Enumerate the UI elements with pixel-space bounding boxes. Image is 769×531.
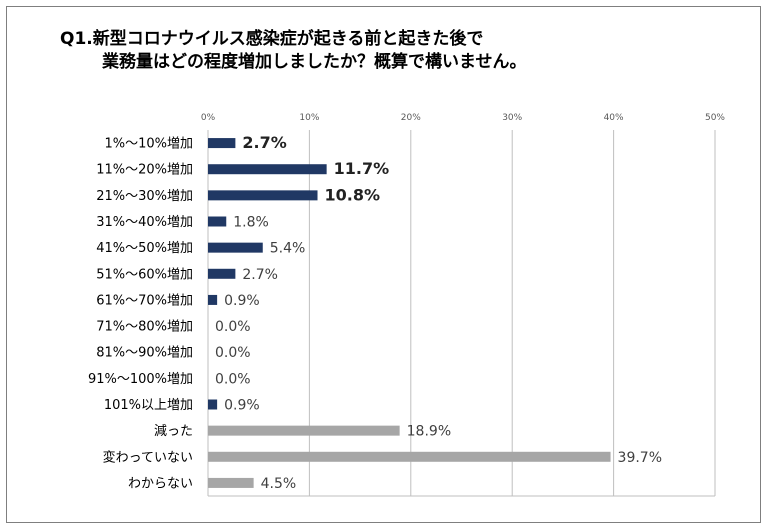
category-label: 減った (154, 423, 193, 439)
bar (208, 268, 236, 279)
data-label: 0.9% (224, 398, 260, 414)
bar (208, 138, 236, 149)
bar (208, 190, 318, 201)
category-label: 1%～10%増加 (104, 137, 193, 152)
category-label: 51%～60%増加 (96, 267, 193, 282)
bar (208, 164, 327, 175)
data-label: 39.7% (618, 450, 662, 466)
chart-title-line2: 業務量はどの程度増加しましたか？概算で構いません。 (102, 52, 527, 72)
bar (208, 216, 227, 227)
data-label: 11.7% (334, 159, 390, 178)
data-label: 4.5% (261, 476, 297, 492)
category-label: 91%～100%増加 (88, 372, 193, 387)
data-label: 2.7% (242, 267, 278, 283)
data-label: 10.8% (325, 185, 381, 204)
chart-frame (6, 6, 761, 523)
category-label: 21%～30%増加 (96, 189, 193, 204)
x-tick-label: 50% (705, 113, 725, 123)
bar (208, 425, 400, 436)
data-label: 5.4% (270, 241, 306, 257)
data-label: 18.9% (407, 424, 451, 440)
category-label: 101%以上増加 (104, 398, 193, 413)
category-label: 31%～40%増加 (96, 215, 193, 230)
category-label: 変わっていない (103, 449, 193, 465)
category-label: 11%～20%増加 (96, 163, 193, 178)
category-label: 61%～70%増加 (96, 293, 193, 308)
category-label: 41%～50%増加 (96, 241, 193, 256)
data-label: 0.9% (224, 293, 260, 309)
data-label: 0.0% (215, 319, 251, 335)
category-label: 71%～80%増加 (96, 320, 193, 335)
data-label: 2.7% (242, 133, 286, 152)
x-tick-label: 20% (401, 113, 421, 123)
x-tick-label: 10% (299, 113, 319, 123)
category-label: わからない (128, 476, 193, 491)
chart-title-line1: Q1.新型コロナウイルス感染症が起きる前と起きた後で (60, 29, 484, 49)
category-label: 81%～90%増加 (96, 346, 193, 361)
x-tick-label: 40% (604, 113, 624, 123)
data-label: 0.0% (215, 345, 251, 361)
bar (208, 242, 263, 253)
x-tick-label: 0% (201, 113, 216, 123)
x-tick-label: 30% (502, 113, 522, 123)
data-label: 1.8% (233, 215, 269, 231)
bar (208, 477, 254, 488)
bar (208, 451, 611, 462)
data-label: 0.0% (215, 371, 251, 387)
bar (208, 294, 218, 305)
bar (208, 399, 218, 410)
chart-title: Q1.新型コロナウイルス感染症が起きる前と起きた後で 業務量はどの程度増加しまし… (60, 28, 710, 74)
